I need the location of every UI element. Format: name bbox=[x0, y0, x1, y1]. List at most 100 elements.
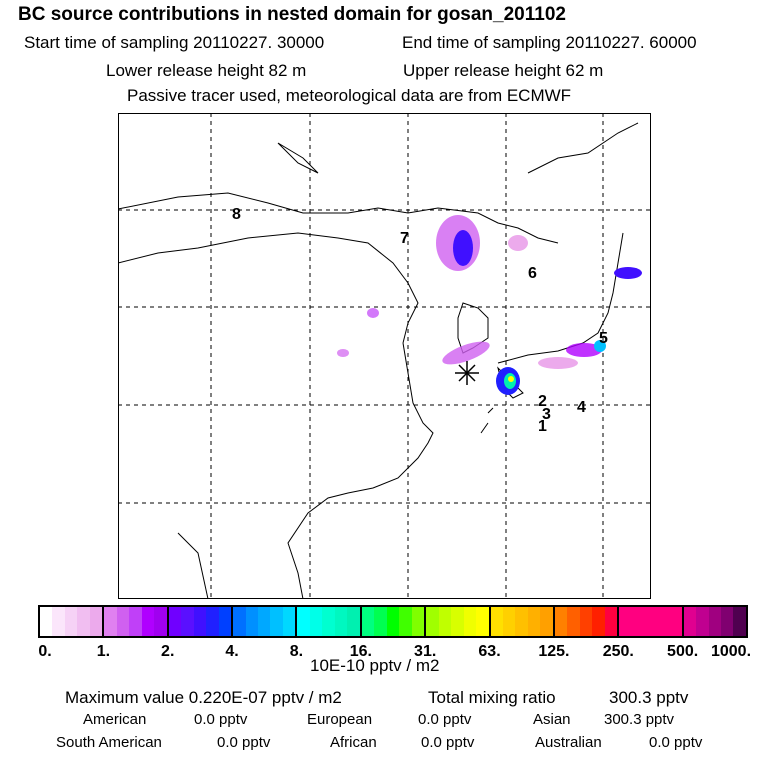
colorbar-cell bbox=[374, 607, 387, 636]
colorbar-cell bbox=[592, 607, 605, 636]
release-site-star bbox=[455, 361, 479, 385]
colorbar-cell bbox=[527, 607, 541, 636]
end-time: End time of sampling 20110227. 60000 bbox=[402, 33, 697, 52]
colorbar-cell bbox=[297, 607, 310, 636]
colorbar-cell bbox=[490, 607, 503, 636]
colorbar-cell bbox=[258, 607, 271, 636]
colorbar-cell bbox=[89, 607, 103, 636]
colorbar-cell bbox=[515, 607, 528, 636]
colorbar-tick-label: 8. bbox=[289, 643, 304, 660]
asian-value: 300.3 pptv bbox=[604, 711, 675, 728]
colorbar-cell bbox=[399, 607, 412, 636]
colorbar-segment bbox=[168, 607, 234, 636]
australian-label: Australian bbox=[535, 734, 602, 751]
colorbar-segment bbox=[426, 607, 491, 636]
colorbar-cell bbox=[540, 607, 553, 636]
region-label-3: 3 bbox=[542, 406, 551, 423]
colorbar-cell bbox=[644, 607, 657, 636]
colorbar-cell bbox=[168, 607, 182, 636]
colorbar-tick-label: 31. bbox=[414, 643, 437, 660]
lower-height: Lower release height 82 m bbox=[106, 61, 307, 80]
colorbar-cell bbox=[245, 607, 259, 636]
total-label: Total mixing ratio bbox=[428, 688, 556, 707]
colorbar-tick-label: 16. bbox=[349, 643, 372, 660]
american-value: 0.0 pptv bbox=[194, 711, 248, 728]
plumes bbox=[337, 215, 642, 395]
colorbar-cell bbox=[309, 607, 323, 636]
colorbar-cell bbox=[282, 607, 296, 636]
start-time: Start time of sampling 20110227. 30000 bbox=[24, 33, 325, 52]
colorbar-unit: 10E-10 pptv / m2 bbox=[310, 656, 440, 675]
colorbar-cell bbox=[233, 607, 246, 636]
colorbar-segment bbox=[233, 607, 298, 636]
region-label-7: 7 bbox=[400, 230, 409, 247]
colorbar-tick-label: 4. bbox=[225, 643, 239, 660]
american-label: American bbox=[83, 711, 147, 728]
colorbar-cell bbox=[181, 607, 194, 636]
region-label-6: 6 bbox=[528, 265, 537, 282]
colorbar-cell bbox=[631, 607, 645, 636]
colorbar-cell bbox=[438, 607, 452, 636]
colorbar-cell bbox=[52, 607, 65, 636]
colorbar-cell bbox=[77, 607, 90, 636]
colorbar-cell bbox=[64, 607, 78, 636]
total-value: 300.3 pptv bbox=[609, 688, 689, 707]
colorbar-cell bbox=[104, 607, 117, 636]
max-value: Maximum value 0.220E-07 pptv / m2 bbox=[65, 688, 342, 707]
colorbar-segment bbox=[619, 607, 684, 636]
colorbar-cell bbox=[411, 607, 425, 636]
colorbar-cell bbox=[386, 607, 400, 636]
african-label: African bbox=[330, 734, 377, 751]
colorbar-cell bbox=[502, 607, 516, 636]
african-value: 0.0 pptv bbox=[421, 734, 475, 751]
colorbar-tick-label: 1000. bbox=[710, 643, 752, 660]
colorbar-cell bbox=[669, 607, 682, 636]
colorbar-cell bbox=[206, 607, 219, 636]
colorbar-cell bbox=[451, 607, 464, 636]
colorbar-tick-label: 500. bbox=[667, 643, 699, 660]
colorbar-cell bbox=[334, 607, 348, 636]
asian-label: Asian bbox=[533, 711, 571, 728]
colorbar-segment bbox=[490, 607, 555, 636]
region-label-4: 4 bbox=[577, 399, 586, 416]
colorbar-segment bbox=[40, 607, 105, 636]
colorbar-cell bbox=[129, 607, 142, 636]
colorbar-cell bbox=[554, 607, 568, 636]
european-label: European bbox=[307, 711, 373, 728]
south-american-value: 0.0 pptv bbox=[217, 734, 271, 751]
tracer-note: Passive tracer used, meteorological data… bbox=[127, 86, 572, 105]
colorbar-segment bbox=[361, 607, 427, 636]
colorbar-segment bbox=[683, 607, 746, 636]
south-american-label: South American bbox=[56, 734, 162, 751]
upper-height: Upper release height 62 m bbox=[403, 61, 604, 80]
colorbar-tick-label: 1. bbox=[96, 643, 111, 660]
colorbar-cell bbox=[721, 607, 734, 636]
colorbar-cell bbox=[619, 607, 632, 636]
colorbar-cell bbox=[218, 607, 232, 636]
colorbar-cell bbox=[683, 607, 697, 636]
colorbar-tick-label: 250. bbox=[602, 643, 634, 660]
colorbar-tick-label: 2. bbox=[161, 643, 175, 660]
colorbar-cell bbox=[116, 607, 130, 636]
colorbar-segment bbox=[554, 607, 620, 636]
colorbar-cell bbox=[270, 607, 283, 636]
gridlines bbox=[118, 113, 651, 599]
colorbar-cell bbox=[141, 607, 155, 636]
colorbar-cell bbox=[696, 607, 709, 636]
colorbar-cell bbox=[322, 607, 335, 636]
colorbar-cell bbox=[733, 607, 746, 636]
european-value: 0.0 pptv bbox=[418, 711, 472, 728]
region-label-2: 2 bbox=[538, 393, 547, 410]
colorbar-segment bbox=[104, 607, 169, 636]
colorbar-tick-label: 63. bbox=[478, 643, 501, 660]
region-label-5: 5 bbox=[599, 330, 608, 347]
colorbar-cell bbox=[193, 607, 207, 636]
colorbar-cell bbox=[708, 607, 721, 636]
chart-title: BC source contributions in nested domain… bbox=[18, 4, 566, 25]
colorbar bbox=[38, 605, 748, 638]
region-label-8: 8 bbox=[232, 206, 241, 223]
colorbar-tick-label: 125. bbox=[538, 643, 570, 660]
colorbar-tick-label: 0. bbox=[38, 643, 52, 660]
colorbar-cell bbox=[579, 607, 593, 636]
region-label-1: 1 bbox=[538, 418, 547, 435]
